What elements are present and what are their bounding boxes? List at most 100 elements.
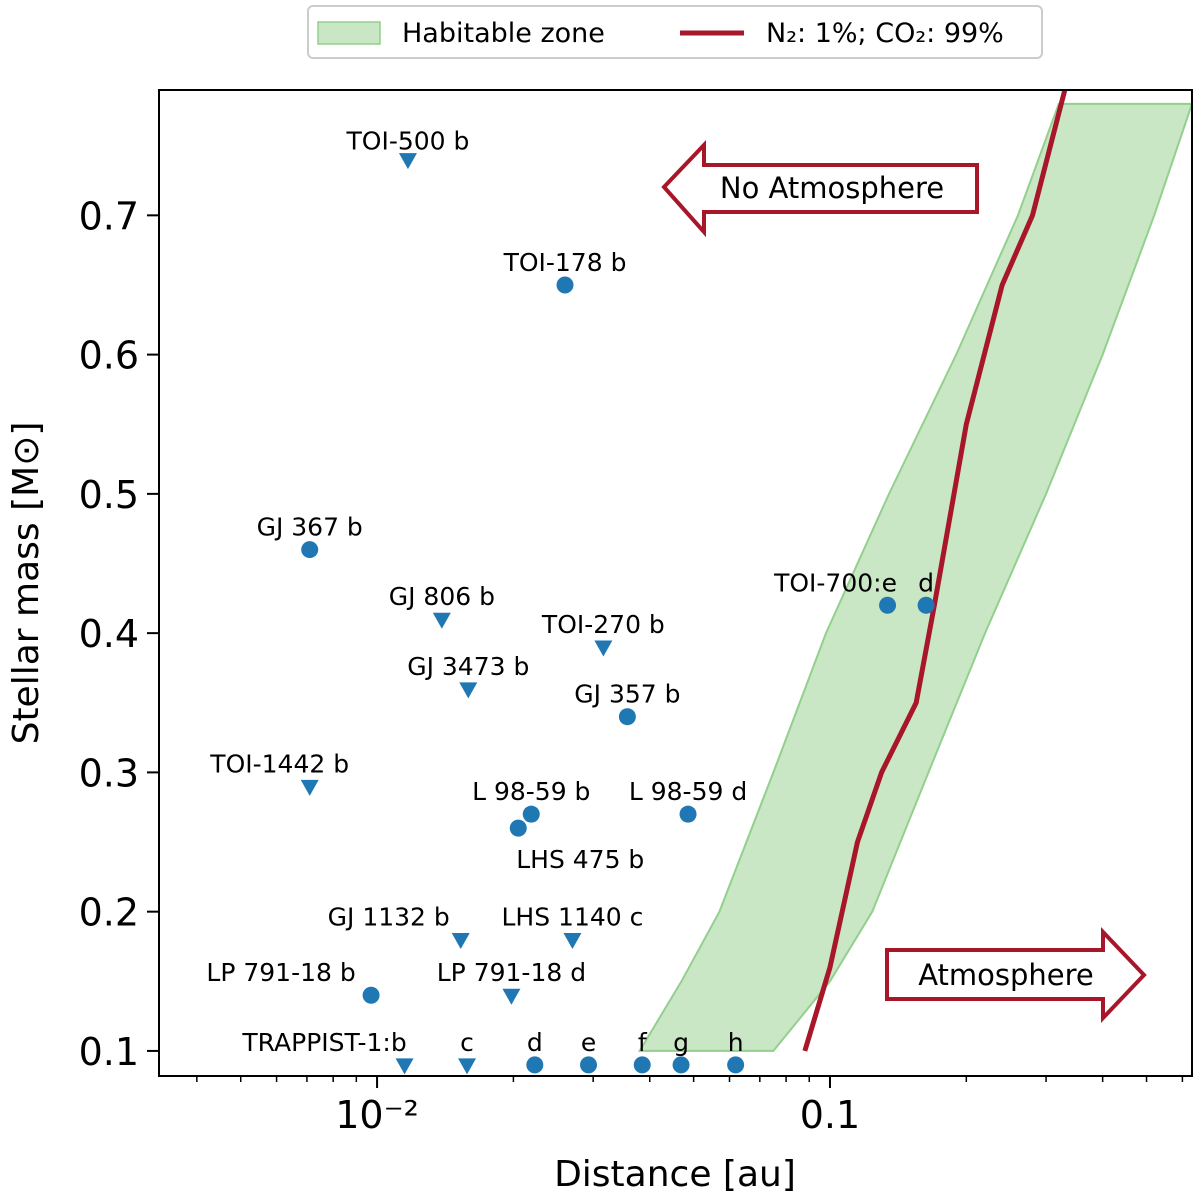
point-label: TOI-270 b [541, 610, 665, 639]
planet-point: GJ 367 b [257, 513, 363, 559]
triangle-marker [563, 933, 582, 950]
planet-point: LHS 1140 c [502, 903, 644, 950]
circle-marker [727, 1056, 745, 1074]
circle-marker [633, 1056, 651, 1074]
planet-point: LP 791-18 d [437, 958, 586, 1005]
planet-point: h [727, 1028, 745, 1074]
point-label: LHS 1140 c [502, 903, 644, 932]
plot-frame [158, 89, 1193, 1077]
planet-point: TOI-700:e [773, 568, 897, 614]
y-tick-label: 0.2 [79, 891, 139, 935]
x-axis-ticks: 10⁻² 0.1 [196, 1076, 1184, 1137]
planet-point: f [633, 1028, 651, 1074]
circle-marker [362, 986, 380, 1004]
triangle-marker [451, 933, 470, 950]
circle-marker [679, 805, 697, 823]
point-label: e [581, 1028, 596, 1057]
point-label: d [918, 568, 934, 597]
triangle-marker [398, 153, 417, 170]
circle-marker [526, 1056, 544, 1074]
y-tick-label: 0.1 [79, 1030, 139, 1074]
planet-point: TRAPPIST-1:b [241, 1028, 414, 1075]
arrow-right-icon [885, 927, 1147, 1023]
x-tick-label: 0.1 [800, 1093, 860, 1137]
legend-label-co2-line: N₂: 1%; CO₂: 99% [766, 18, 1004, 49]
planet-point: g [672, 1028, 690, 1074]
circle-marker [879, 596, 897, 614]
y-tick-label: 0.3 [79, 751, 139, 795]
planet-point: GJ 1132 b [328, 903, 470, 950]
point-label: LHS 475 b [516, 845, 644, 874]
circle-marker [522, 805, 540, 823]
planet-point: c [458, 1028, 477, 1075]
planet-point: d [526, 1028, 544, 1074]
legend-label-habitable-zone: Habitable zone [402, 18, 605, 49]
planet-point: GJ 806 b [389, 582, 495, 629]
legend-box [307, 5, 1043, 59]
circle-marker [618, 708, 636, 726]
planet-point: L 98-59 d [629, 777, 747, 823]
arrow-left-icon [661, 140, 979, 238]
point-label: c [460, 1028, 474, 1057]
planet-point: L 98-59 b [472, 777, 590, 823]
point-label: GJ 1132 b [328, 903, 450, 932]
y-tick-label: 0.5 [79, 473, 139, 517]
annotation-no-atmosphere: No Atmosphere [661, 140, 979, 238]
annotation-atmosphere: Atmosphere [885, 927, 1147, 1023]
planet-point: TOI-1442 b [209, 749, 349, 796]
point-label: h [728, 1028, 744, 1057]
circle-marker [672, 1056, 690, 1074]
point-label: TOI-700:e [773, 568, 897, 597]
triangle-marker [594, 640, 613, 657]
x-axis-label: Distance [au] [554, 1154, 796, 1195]
triangle-marker [502, 988, 521, 1005]
series-line-co2 [802, 90, 1068, 1052]
point-label: GJ 806 b [389, 582, 495, 611]
y-tick-label: 0.6 [79, 334, 139, 378]
point-label: L 98-59 b [472, 777, 590, 806]
point-label: d [527, 1028, 543, 1057]
point-label: TRAPPIST-1:b [241, 1028, 406, 1057]
planet-point: d [917, 568, 935, 614]
annotation-atmosphere-text: Atmosphere [918, 958, 1094, 992]
habitable-zone-band [637, 102, 1192, 1052]
y-tick-label: 0.4 [79, 612, 139, 656]
planet-point: TOI-178 b [503, 248, 627, 294]
point-label: f [638, 1028, 648, 1057]
point-label: LP 791-18 b [206, 958, 355, 987]
triangle-marker [300, 779, 319, 796]
planet-point: e [580, 1028, 598, 1074]
circle-marker [556, 276, 574, 294]
triangle-marker [459, 682, 478, 699]
point-label: TOI-1442 b [209, 749, 349, 778]
y-tick-label: 0.7 [79, 194, 139, 238]
point-label: GJ 367 b [257, 513, 363, 542]
planet-point: TOI-500 b [346, 127, 470, 170]
triangle-marker [395, 1058, 414, 1075]
point-label: TOI-500 b [346, 127, 470, 156]
planet-point: LP 791-18 b [206, 958, 380, 1004]
point-label: GJ 3473 b [407, 652, 529, 681]
y-axis-label: Stellar mass [M⊙] [6, 422, 47, 745]
x-tick-label: 10⁻² [335, 1093, 419, 1137]
circle-marker [301, 541, 319, 559]
point-label: GJ 357 b [574, 680, 680, 709]
point-label: LP 791-18 d [437, 958, 586, 987]
planet-point: GJ 357 b [574, 680, 680, 726]
triangle-marker [432, 612, 451, 629]
legend: Habitable zone N₂: 1%; CO₂: 99% [307, 5, 1043, 59]
point-label: g [673, 1028, 689, 1057]
planet-point: TOI-270 b [541, 610, 665, 657]
annotation-no-atmosphere-text: No Atmosphere [720, 171, 944, 205]
triangle-marker [458, 1058, 477, 1075]
circle-marker [917, 596, 935, 614]
y-axis-ticks: 0.1 0.2 0.3 0.4 0.5 0.6 0.7 [79, 194, 159, 1074]
plot-content [637, 90, 1192, 1052]
planet-point: LHS 475 b [509, 819, 644, 874]
circle-marker [509, 819, 527, 837]
legend-swatch-habitable-zone [317, 21, 381, 45]
planet-point: GJ 3473 b [407, 652, 529, 699]
points-layer: TOI-500 b TOI-178 b GJ 367 b GJ 806 b TOI-27… [206, 127, 935, 1075]
point-label: TOI-178 b [503, 248, 627, 277]
